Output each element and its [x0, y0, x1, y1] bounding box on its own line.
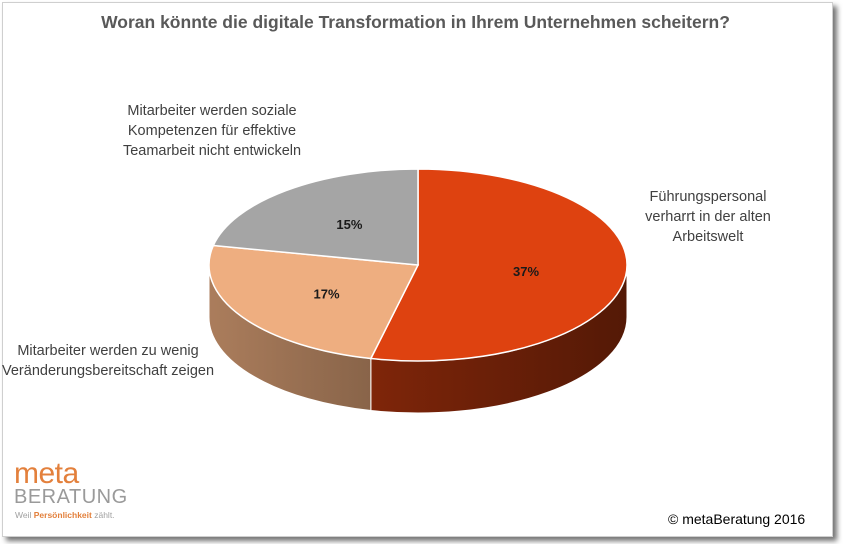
metaberatung-logo: meta BERATUNG Weil Persönlichkeit zählt.: [10, 458, 160, 524]
chart-title: Woran könnte die digitale Transformation…: [101, 12, 730, 32]
logo-tagline: Weil Persönlichkeit zählt.: [15, 510, 115, 520]
logo-beratung-text: BERATUNG: [14, 486, 128, 508]
logo-tagline-start: Weil: [15, 510, 34, 520]
pie-slice-1: [208, 244, 420, 360]
data-label-0: 37%: [513, 264, 539, 279]
copyright-text: © metaBeratung 2016: [668, 511, 806, 527]
category-label-veraenderungsbereitschaft: Mitarbeiter werden zu wenig Veränderungs…: [2, 343, 215, 379]
category-label-soziale-kompetenzen: Mitarbeiter werden soziale Kompetenzen f…: [122, 103, 302, 159]
logo-tagline-highlight: Persönlichkeit: [33, 510, 92, 520]
logo-meta-text: meta: [14, 457, 79, 490]
pie-slice-2: [212, 168, 419, 266]
data-label-1: 17%: [313, 287, 339, 302]
logo-tagline-end: zählt.: [91, 510, 115, 520]
category-label-fuehrungspersonal: Führungspersonal verharrt in der alten A…: [645, 189, 771, 245]
pie-slice-0: [369, 168, 628, 362]
data-label-2: 15%: [336, 217, 362, 232]
